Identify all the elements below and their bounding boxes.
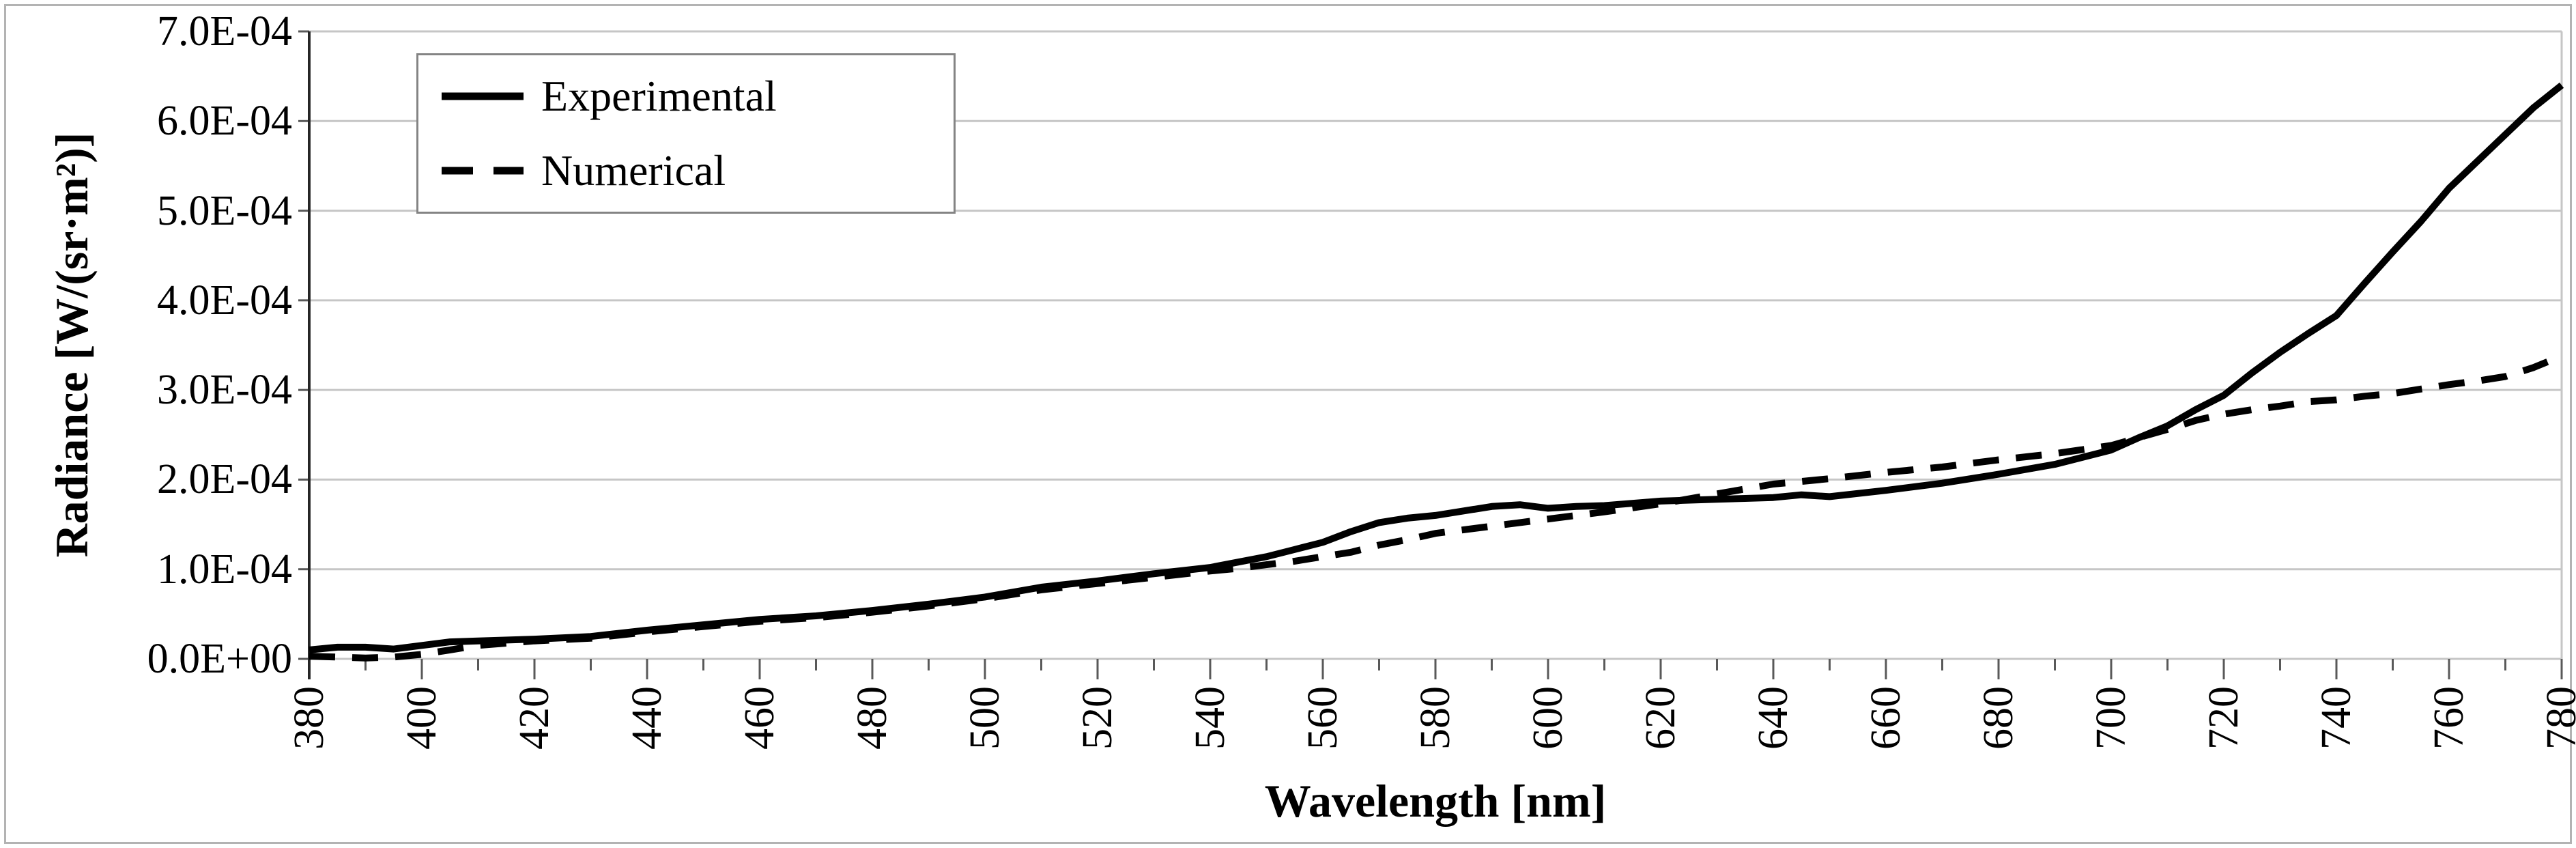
series-numerical-line xyxy=(309,352,2563,662)
y-axis-title: Radiance [W/(sr·m²)] xyxy=(46,132,98,558)
y-tick-label: 3.0E-04 xyxy=(156,367,292,414)
y-tick-label: 0.0E+00 xyxy=(147,636,292,682)
x-tick-label: 640 xyxy=(1750,686,1797,750)
x-tick-label: 520 xyxy=(1074,686,1121,750)
y-tick-label: 1.0E-04 xyxy=(156,546,292,593)
x-tick-label: 540 xyxy=(1187,686,1233,750)
y-tick-label: 5.0E-04 xyxy=(156,187,292,234)
x-tick-label: 420 xyxy=(511,686,558,750)
legend-item-experimental: Experimental xyxy=(442,74,954,118)
legend: Experimental Numerical xyxy=(416,53,956,214)
series-experimental-line xyxy=(309,82,2564,653)
y-tick-label: 4.0E-04 xyxy=(156,277,292,324)
x-axis-title: Wavelength [nm] xyxy=(1264,775,1607,827)
y-tick-label: 6.0E-04 xyxy=(156,98,292,145)
x-tick-label: 680 xyxy=(1975,686,2022,750)
y-tick-label: 2.0E-04 xyxy=(156,456,292,503)
legend-line-solid-sample xyxy=(442,92,524,100)
legend-line-dashed-sample xyxy=(442,167,524,175)
x-tick-label: 440 xyxy=(624,686,670,750)
x-tick-label: 400 xyxy=(399,686,445,750)
x-tick-label: 720 xyxy=(2201,686,2247,750)
legend-label-experimental: Experimental xyxy=(541,72,777,121)
x-tick-label: 560 xyxy=(1300,686,1346,750)
x-tick-label: 760 xyxy=(2426,686,2472,750)
x-tick-label: 660 xyxy=(1863,686,1909,750)
y-tick-label: 7.0E-04 xyxy=(156,8,292,55)
x-tick-label: 740 xyxy=(2313,686,2360,750)
x-tick-label: 480 xyxy=(849,686,896,750)
x-tick-label: 620 xyxy=(1637,686,1684,750)
x-tick-label: 700 xyxy=(2088,686,2134,750)
x-tick-label: 580 xyxy=(1412,686,1459,750)
x-tick-label: 780 xyxy=(2538,686,2576,750)
legend-label-numerical: Numerical xyxy=(541,145,726,195)
x-tick-label: 380 xyxy=(286,686,332,750)
x-tick-label: 600 xyxy=(1525,686,1571,750)
legend-item-numerical: Numerical xyxy=(442,145,954,195)
x-tick-label: 460 xyxy=(736,686,783,750)
x-tick-label: 500 xyxy=(962,686,1008,750)
